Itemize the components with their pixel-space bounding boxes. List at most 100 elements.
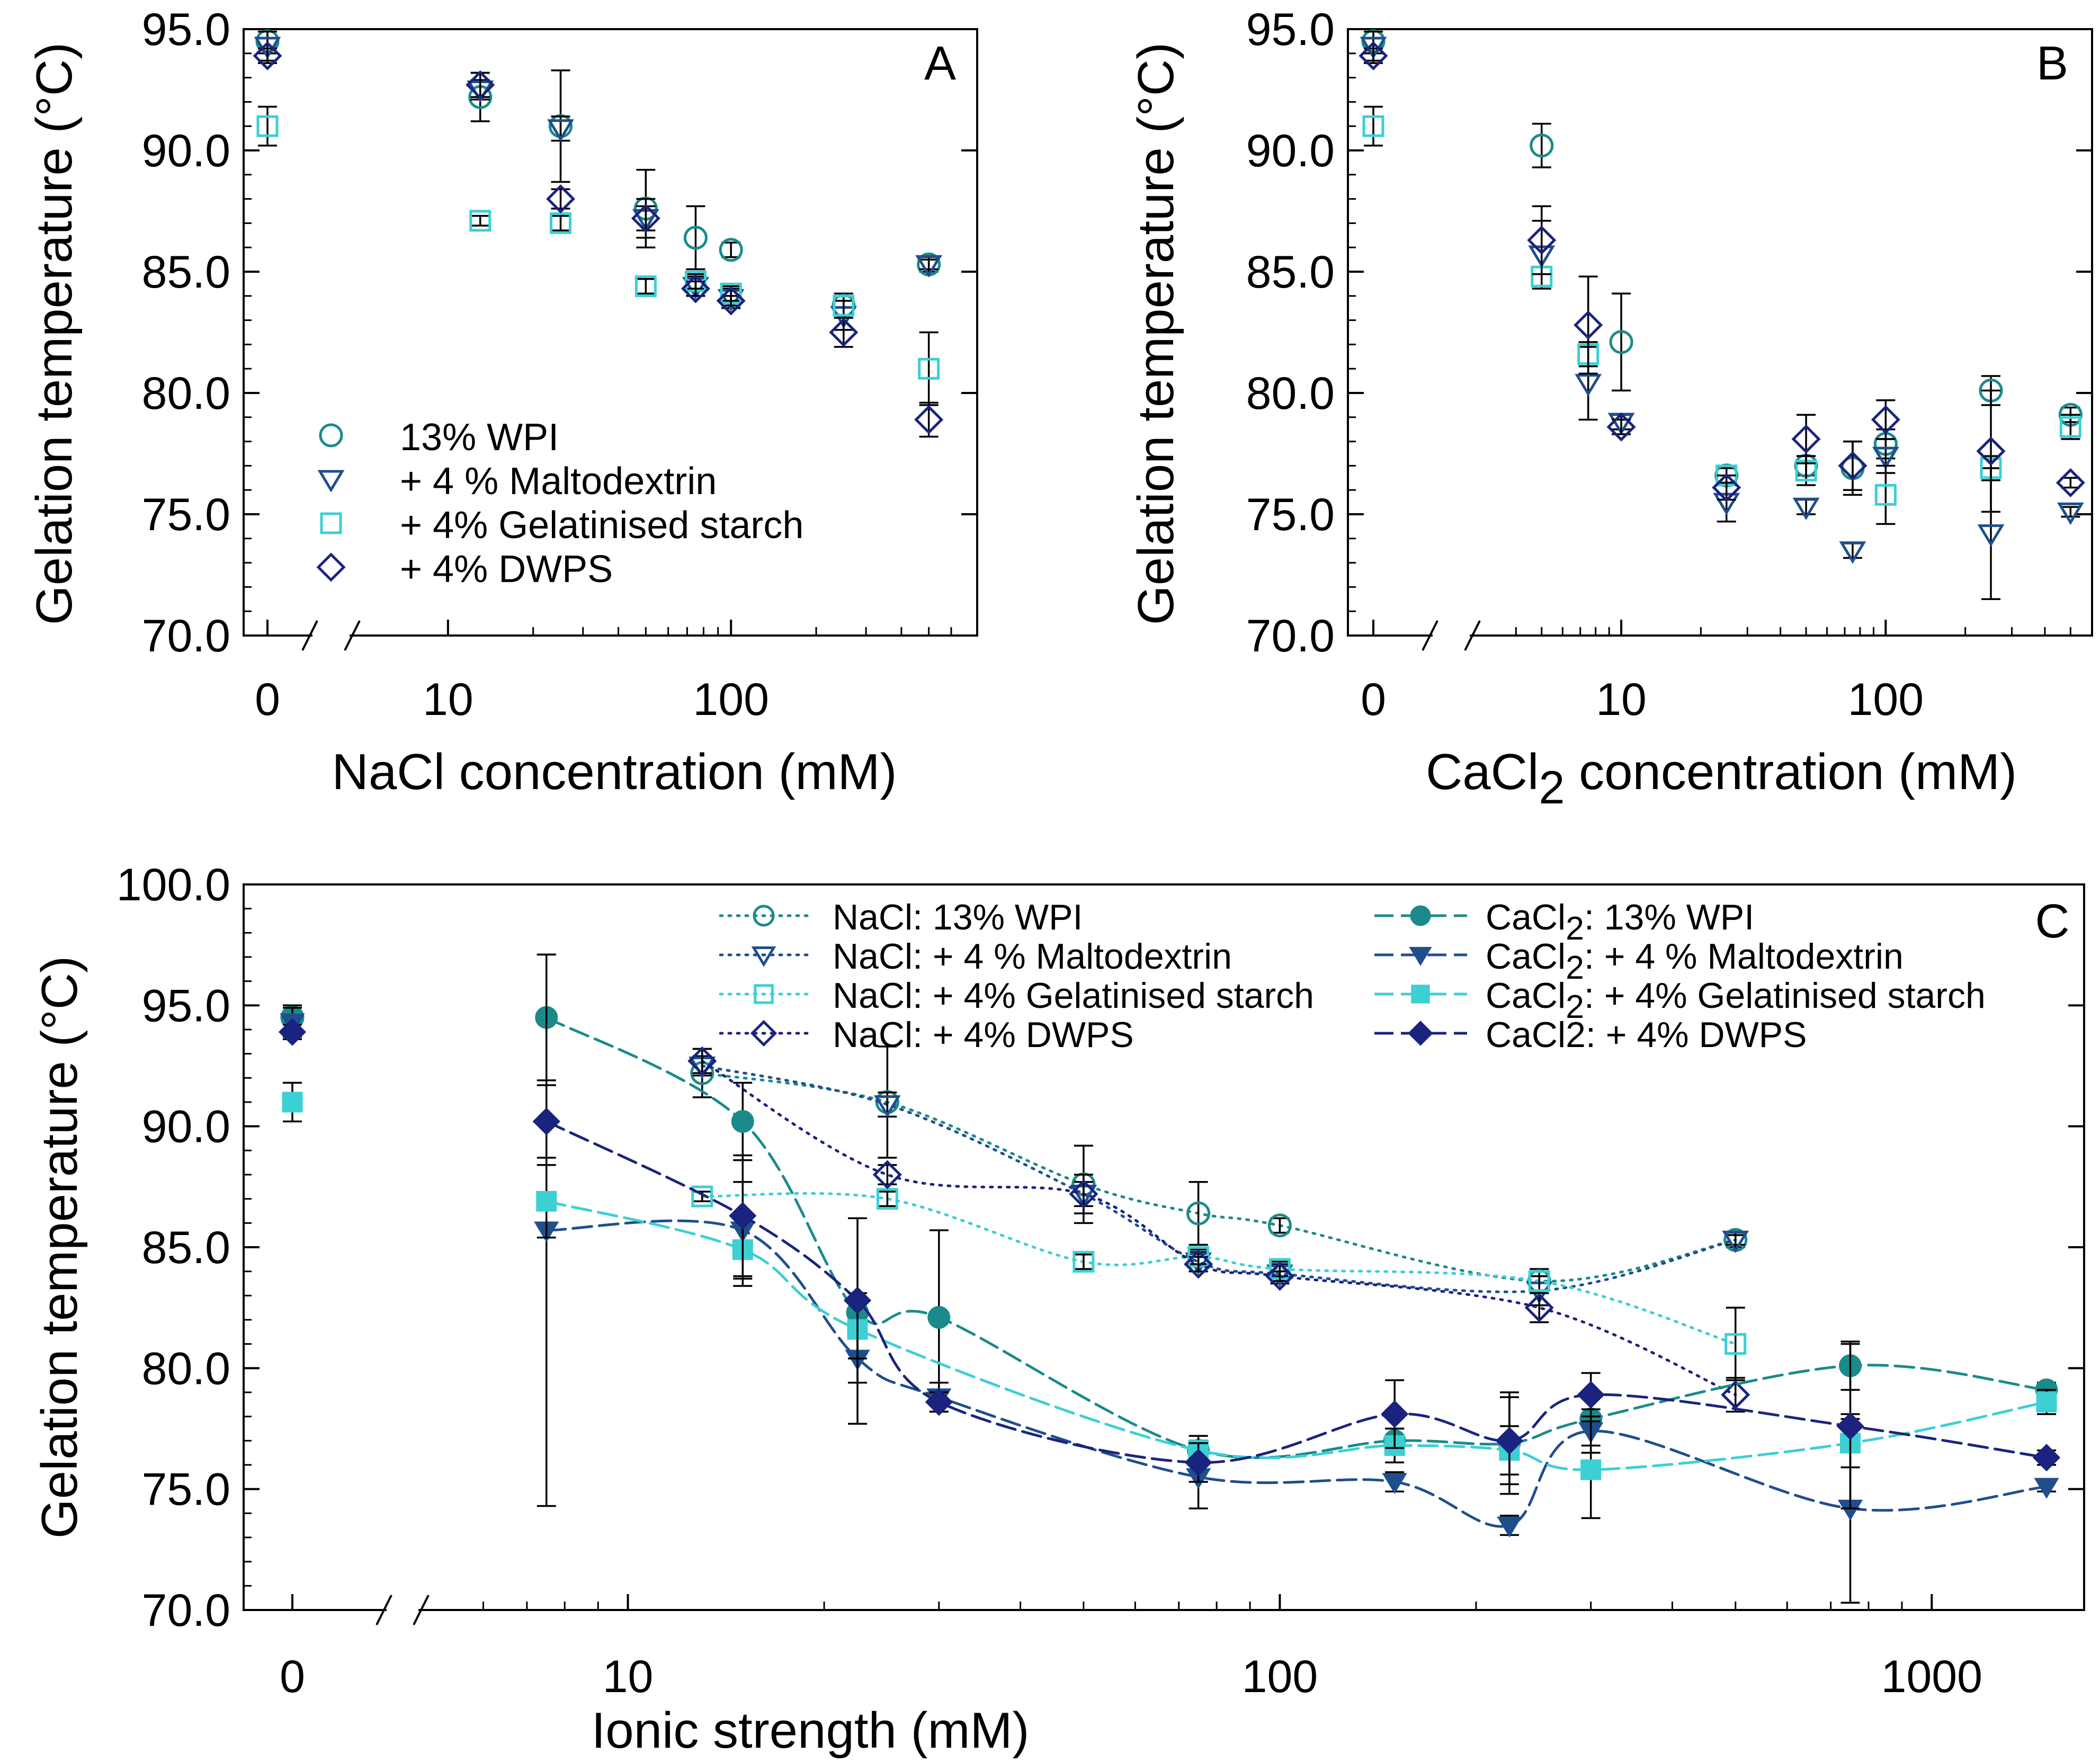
y-tick-label: 85.0: [142, 247, 230, 298]
data-point: [1073, 1250, 1095, 1273]
data-point: [915, 255, 943, 278]
data-point: [2059, 416, 2081, 438]
series-cacl2-7: [278, 1018, 2061, 1509]
data-point: [731, 1110, 754, 1133]
legend-marker: [1410, 905, 1431, 926]
legend-label: CaCl2: + 4 % Maltodextrin: [1486, 936, 1904, 986]
y-tick-label: 85.0: [142, 1222, 230, 1273]
data-point: [1872, 446, 1899, 469]
data-point: [1528, 1270, 1550, 1292]
data-point: [2056, 468, 2085, 497]
data-point: [635, 275, 657, 297]
y-axis-title: Gelation temperature (°C): [31, 956, 88, 1539]
data-point: [466, 70, 495, 100]
data-point: [927, 1305, 951, 1329]
x-axis-title: NaCl concentration (mM): [332, 744, 897, 800]
x-tick-label: 10: [1596, 674, 1647, 725]
series-1: [1360, 30, 2084, 601]
series-0: [1361, 28, 2083, 496]
data-point: [914, 405, 944, 434]
legend-label: + 4% Gelatinised starch: [400, 504, 803, 547]
data-point: [256, 115, 279, 137]
series-line: [545, 1016, 2048, 1459]
data-point: [469, 210, 492, 232]
data-point: [1976, 436, 2006, 466]
y-tick-label: 95.0: [1246, 4, 1335, 55]
data-point: [549, 212, 571, 234]
legend-marker: [1411, 985, 1430, 1004]
data-point: [1184, 1249, 1213, 1279]
x-tick-label: 1000: [1881, 1651, 1982, 1702]
data-point: [1721, 1380, 1750, 1410]
data-point: [1382, 1473, 1407, 1494]
data-point: [1069, 1179, 1098, 1209]
data-point: [925, 1388, 953, 1416]
series-nacl-1: [689, 1055, 1749, 1307]
y-axis-title: Gelation temperature (°C): [26, 42, 83, 625]
data-point: [876, 1188, 898, 1210]
y-tick-label: 80.0: [142, 1343, 230, 1394]
legend-label: CaCl2: + 4% Gelatinised starch: [1486, 976, 1986, 1025]
series-2: [256, 105, 940, 406]
data-point: [547, 119, 574, 142]
legend-marker: [1408, 1021, 1433, 1046]
data-point: [918, 357, 940, 380]
data-point: [1359, 41, 1388, 70]
x-tick-label: 100: [1848, 674, 1924, 725]
y-tick-label: 80.0: [142, 368, 230, 419]
data-point: [872, 1160, 902, 1189]
data-point: [729, 1202, 757, 1230]
data-point: [1495, 1427, 1524, 1455]
panel-a: 70.0 75.0 80.0 85.0 90.0 95.0 0 10 100 Gelation t…: [26, 4, 978, 800]
data-point: [1575, 374, 1602, 397]
legend-marker: [317, 470, 345, 493]
data-point: [1530, 133, 1554, 158]
x-tick-label: 0: [1361, 674, 1386, 725]
panel-b: 70.0 75.0 80.0 85.0 90.0 95.0 0 10 100 Gelation t…: [1128, 4, 2093, 813]
data-point: [1524, 1293, 1554, 1322]
data-point: [1574, 310, 1603, 340]
data-point: [716, 286, 746, 316]
series-nacl-3: [687, 1046, 1750, 1413]
y-tick-label: 75.0: [142, 1464, 230, 1515]
data-point: [1362, 115, 1384, 137]
axis-break-mark: [1464, 620, 1481, 651]
data-point: [1577, 1381, 1605, 1409]
plot-frame: [1347, 28, 2093, 637]
series-line: [545, 1120, 2048, 1464]
x-tick-label: 100: [1242, 1651, 1318, 1702]
data-point: [1497, 1516, 1522, 1538]
data-point: [631, 203, 660, 233]
data-point: [683, 226, 708, 250]
y-tick-label: 75.0: [142, 489, 230, 540]
series-1: [254, 30, 943, 331]
series-line: [545, 1200, 2048, 1471]
data-point: [719, 238, 743, 262]
y-tick-label: 70.0: [1246, 611, 1335, 661]
data-point: [833, 294, 855, 317]
y-tick-label: 85.0: [1246, 247, 1335, 298]
x-tick-label: 100: [693, 674, 769, 725]
data-point: [1184, 1448, 1212, 1477]
data-point: [1722, 1230, 1749, 1254]
legend-marker: [320, 512, 342, 534]
legend-label: CaCl2: + 4% DWPS: [1486, 1015, 1807, 1055]
y-tick-label: 95.0: [142, 4, 230, 55]
data-point: [1527, 225, 1557, 255]
y-axis-title: Gelation temperature (°C): [1128, 42, 1184, 625]
panel-c: 70.0 75.0 80.0 85.0 90.0 95.0 100.0 0 10 100 1000 G…: [31, 860, 2085, 1759]
data-point: [2034, 1478, 2059, 1499]
data-point: [532, 1107, 560, 1135]
series-0: [255, 28, 941, 319]
data-point: [1724, 1333, 1747, 1355]
data-point: [1791, 424, 1821, 454]
x-tick-label: 0: [255, 674, 280, 725]
data-point: [2057, 502, 2084, 525]
y-tick-label: 70.0: [142, 611, 230, 661]
legend-marker: [754, 984, 774, 1004]
data-point: [1792, 497, 1820, 521]
axis-break-mark: [1422, 620, 1438, 651]
plot-frame: [243, 28, 978, 637]
axis-break-mark: [301, 620, 318, 651]
